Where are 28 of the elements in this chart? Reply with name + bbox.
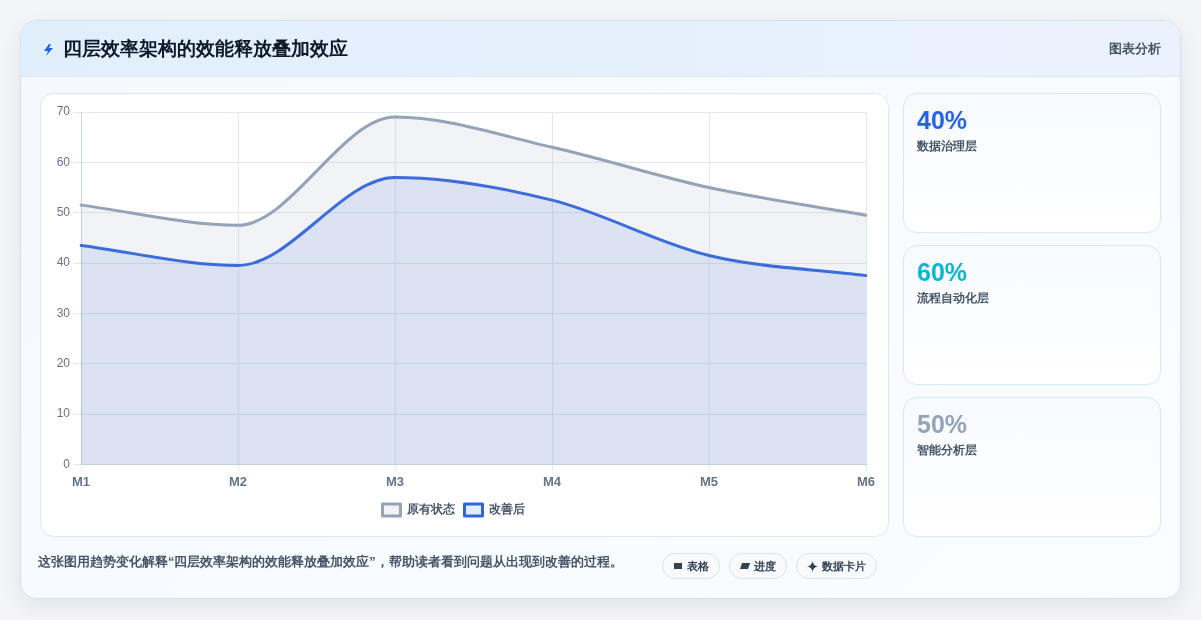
text: 60% <box>917 258 968 286</box>
text: 数据卡片 <box>822 558 866 574</box>
text: 进度 <box>754 558 776 574</box>
x-tick-label: M1 <box>71 473 91 489</box>
text: 表格 <box>687 558 709 574</box>
x-tick-label: M3 <box>385 473 405 489</box>
legend-label: 改善后 <box>488 502 525 517</box>
text: 智能分析层 <box>917 442 977 458</box>
y-tick-label: 0 <box>63 456 71 471</box>
text: 流程自动化层 <box>917 290 989 306</box>
x-tick-label: M4 <box>542 473 562 489</box>
text: 数据治理层 <box>917 138 977 154</box>
y-tick-label: 40 <box>56 255 71 270</box>
legend-label: 原有状态 <box>405 502 456 517</box>
x-tick-label: M5 <box>699 473 719 489</box>
chart-title: 四层效率架构的效能释放叠加效应 <box>63 37 348 61</box>
y-tick-label: 50 <box>56 205 71 219</box>
x-tick-label: M6 <box>856 473 876 489</box>
x-tick-label: M2 <box>228 473 248 489</box>
text: 这张图用趋势变化解释“四层效率架构的效能释放叠加效应”，帮助读者看到问题从出现到改善的过程。 <box>38 553 623 571</box>
text: 图表分析 <box>1109 40 1161 58</box>
y-tick-label: 10 <box>56 406 71 421</box>
y-tick-label: 20 <box>56 356 71 371</box>
text: 50% <box>917 410 968 438</box>
y-tick-label: 70 <box>56 104 71 119</box>
y-tick-label: 30 <box>56 305 71 320</box>
y-tick-label: 60 <box>56 154 71 169</box>
text: 40% <box>917 106 968 134</box>
